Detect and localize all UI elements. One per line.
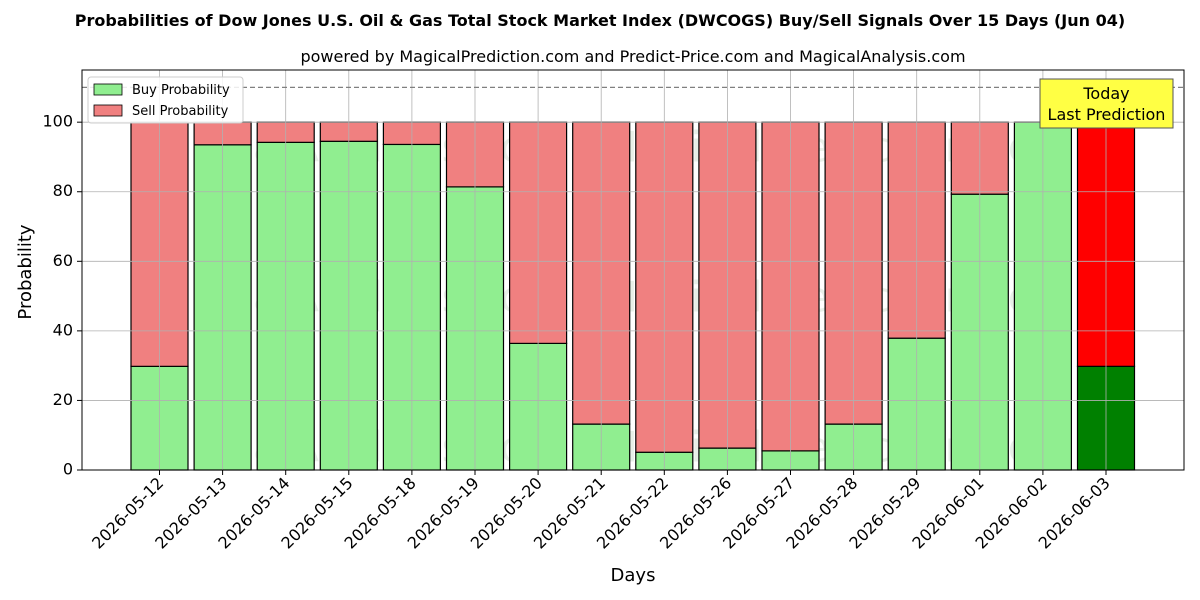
y-tick-label: 40 [53,320,73,339]
legend-label: Sell Probability [132,104,229,119]
chart-subtitle: powered by MagicalPrediction.com and Pre… [300,47,965,66]
x-axis-label: Days [611,565,656,586]
today-annotation-box [1039,78,1174,129]
y-tick-label: 0 [63,460,73,479]
today-annotation-text: Today [1082,84,1129,103]
legend-label: Buy Probability [132,83,230,98]
legend-box [87,76,244,124]
chart-title: Probabilities of Dow Jones U.S. Oil & Ga… [75,11,1125,30]
y-tick-label: 20 [53,390,73,409]
plot-frame [81,69,1185,471]
y-axis-label: Probability [15,224,36,319]
y-tick-label: 80 [53,181,73,200]
plot-area: MagicalAnalysis.comMagicalPrediction.com… [42,69,1185,553]
legend-swatch [93,104,123,117]
today-annotation-text: Last Prediction [1048,105,1166,124]
legend-swatch [93,83,123,96]
y-tick-label: 60 [53,251,73,270]
y-tick-label: 100 [42,112,73,131]
